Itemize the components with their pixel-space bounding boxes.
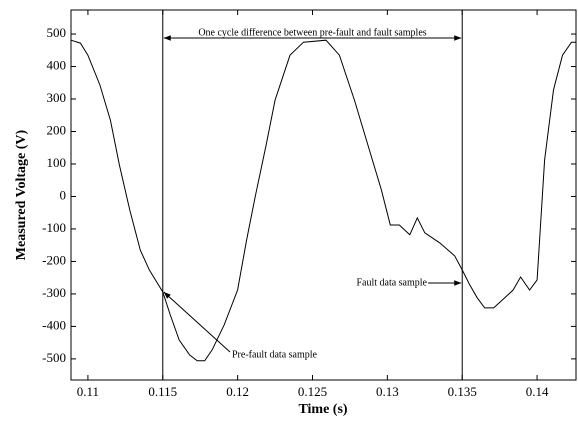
y-tick-label: 100 (47, 155, 67, 170)
y-axis-label: Measured Voltage (V) (14, 129, 29, 260)
x-axis-label: Time (s) (298, 402, 347, 417)
y-tick-label: -400 (42, 317, 66, 332)
y-tick-label: -500 (42, 350, 66, 365)
x-tick-label: 0.135 (448, 384, 477, 399)
x-tick-label: 0.12 (226, 384, 249, 399)
y-tick-label: 500 (47, 25, 67, 40)
y-tick-label: 300 (47, 90, 67, 105)
x-tick-label: 0.11 (77, 384, 99, 399)
y-tick-label: -300 (42, 285, 66, 300)
y-tick-label: -100 (42, 220, 66, 235)
y-tick-label: 0 (60, 187, 67, 202)
annotation: Pre-fault data sample (232, 349, 318, 360)
annotation: One cycle difference between pre-fault a… (198, 27, 426, 38)
plot-frame (70, 9, 577, 381)
data-line (70, 39, 576, 362)
x-tick-label: 0.115 (148, 384, 177, 399)
annotation: Fault data sample (356, 277, 427, 288)
y-tick-label: 200 (47, 122, 67, 137)
prefault-arrow (163, 291, 231, 353)
y-tick-label: -200 (42, 252, 66, 267)
x-tick-label: 0.14 (526, 384, 549, 399)
x-tick-label: 0.125 (298, 384, 327, 399)
x-tick-label: 0.13 (376, 384, 399, 399)
y-tick-label: 400 (47, 58, 67, 73)
